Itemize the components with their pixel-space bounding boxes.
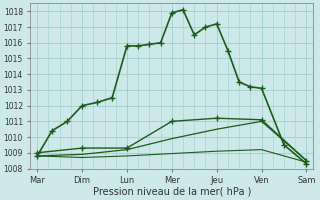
X-axis label: Pression niveau de la mer( hPa ): Pression niveau de la mer( hPa ) <box>93 187 251 197</box>
